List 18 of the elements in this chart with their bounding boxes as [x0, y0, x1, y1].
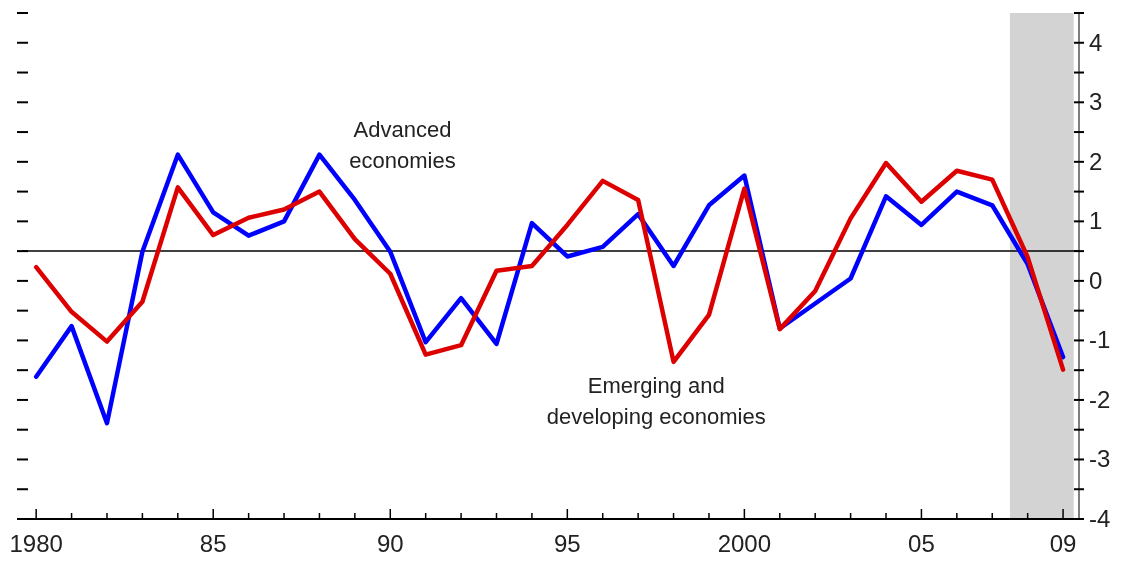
y-tick-label: -1 — [1089, 326, 1111, 354]
x-tick-label: 1980 — [9, 530, 63, 557]
x-tick-label: 2000 — [717, 530, 772, 557]
y-tick-label: 3 — [1089, 88, 1103, 116]
x-tick-label: 90 — [376, 530, 404, 557]
x-tick-label: 05 — [908, 530, 935, 557]
y-tick-label: 4 — [1089, 28, 1103, 56]
x-tick-label: 09 — [1049, 530, 1077, 557]
y-tick-label: -3 — [1089, 445, 1111, 473]
series-label: Advanced economies — [349, 116, 456, 173]
x-tick-label: 85 — [199, 530, 227, 557]
y-tick-label: 1 — [1089, 207, 1103, 235]
y-tick-label: -2 — [1089, 385, 1111, 413]
y-tick-label: 2 — [1089, 147, 1103, 175]
y-tick-label: -4 — [1089, 505, 1111, 532]
series-label: Emerging and developing economies — [546, 372, 766, 429]
y-tick-label: 0 — [1089, 266, 1103, 294]
x-tick-label: 95 — [553, 530, 581, 557]
